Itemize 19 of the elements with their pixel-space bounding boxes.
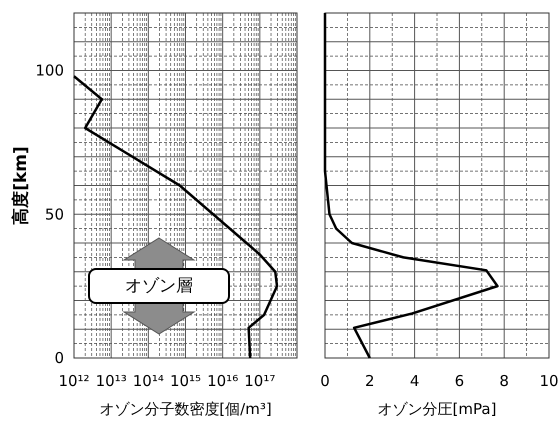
- x-tick-label: 10¹⁶: [207, 372, 238, 390]
- y-tick-label: 100: [35, 62, 64, 80]
- x-tick-label: 0: [320, 372, 330, 390]
- y-tick-label: 0: [54, 349, 64, 367]
- x-tick-label: 8: [499, 372, 509, 390]
- x-tick-label: 10¹⁷: [244, 372, 276, 390]
- x-tick-label: 6: [454, 372, 464, 390]
- annotation: オゾン層: [125, 276, 193, 296]
- x-axis-title: オゾン分圧[mPa]: [378, 400, 496, 418]
- x-tick-label: 10¹⁴: [132, 372, 164, 390]
- x-tick-label: 2: [365, 372, 375, 390]
- x-tick-label: 10¹²: [58, 372, 90, 390]
- x-tick-label: 10¹⁵: [170, 372, 202, 390]
- y-tick-label: 50: [44, 205, 64, 224]
- y-axis-title: 高度[km]: [11, 146, 31, 225]
- x-axis-title: オゾン分子数密度[個/m³]: [99, 400, 272, 418]
- x-tick-label: 10: [539, 372, 559, 390]
- x-tick-label: 10¹³: [96, 372, 127, 390]
- x-tick-label: 4: [410, 372, 420, 390]
